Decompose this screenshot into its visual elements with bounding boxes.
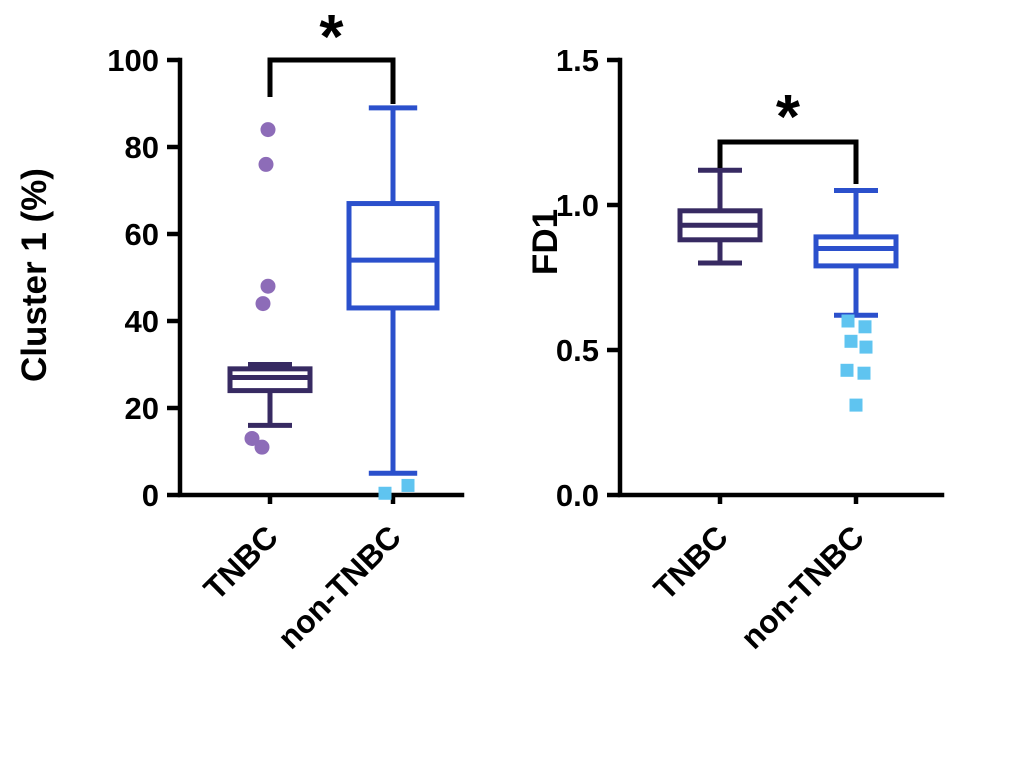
box-rect xyxy=(346,201,440,311)
significance-bracket xyxy=(267,57,396,104)
y-tick-label: 1.0 xyxy=(556,188,599,223)
box-rect xyxy=(813,234,899,269)
significance-bracket xyxy=(717,139,859,184)
outlier-point xyxy=(244,430,260,446)
category-label: TNBC xyxy=(197,518,285,606)
outlier-point xyxy=(840,363,854,377)
outlier-point xyxy=(260,278,276,294)
y-tick-label: 0.5 xyxy=(556,333,599,368)
y-tick-label: 80 xyxy=(125,130,159,165)
outlier-point xyxy=(254,439,270,455)
y-axis-title: FD1 xyxy=(526,209,565,275)
y-tick-label: 60 xyxy=(125,217,159,252)
significance-star: * xyxy=(776,83,801,152)
box-group-non-tnbc xyxy=(346,105,440,500)
outlier-point xyxy=(857,366,871,380)
box-group-tnbc xyxy=(227,122,313,455)
y-tick-label: 40 xyxy=(125,304,159,339)
outlier-point xyxy=(260,122,276,138)
y-tick-label: 100 xyxy=(107,43,159,78)
outlier-point xyxy=(401,478,415,492)
significance-star: * xyxy=(319,3,344,72)
y-tick-label: 0 xyxy=(142,478,159,513)
outlier-point xyxy=(849,398,863,412)
outlier-point xyxy=(844,334,858,348)
category-label: non-TNBC xyxy=(271,518,408,655)
outlier-point xyxy=(859,340,873,354)
outlier-point xyxy=(255,296,271,312)
y-tick-label: 20 xyxy=(125,391,159,426)
category-label: non-TNBC xyxy=(734,518,871,655)
y-axis-title: Cluster 1 (%) xyxy=(15,168,54,382)
outlier-point xyxy=(258,156,274,172)
category-label: TNBC xyxy=(647,518,735,606)
outlier-point xyxy=(841,314,855,328)
y-tick-label: 0.0 xyxy=(556,478,599,513)
outlier-point xyxy=(378,486,392,500)
y-tick-label: 1.5 xyxy=(556,43,599,78)
box-group-tnbc xyxy=(677,167,763,266)
outlier-point xyxy=(858,320,872,334)
box-group-non-tnbc xyxy=(813,188,899,412)
